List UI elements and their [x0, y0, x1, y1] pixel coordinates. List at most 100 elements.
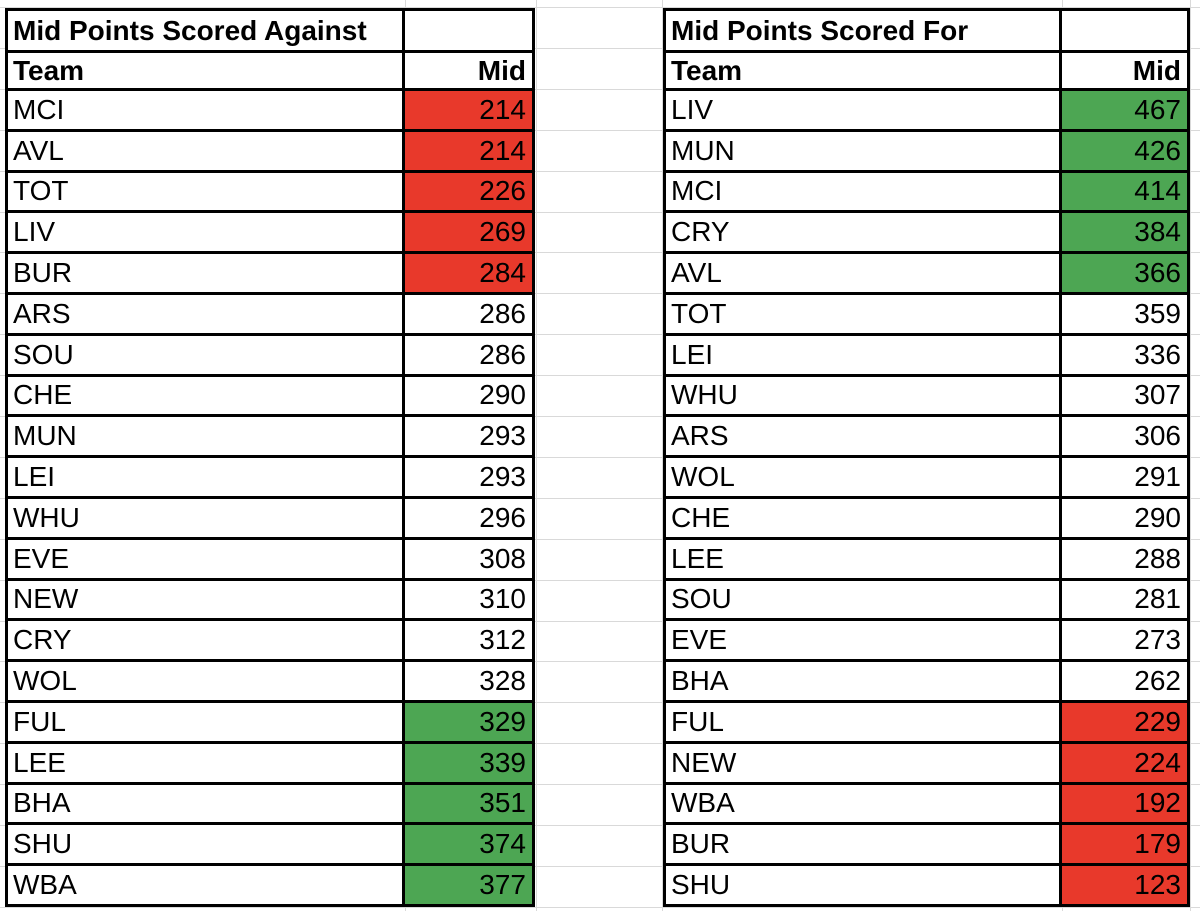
mid-value-cell[interactable]: 312: [405, 621, 535, 663]
mid-value-cell[interactable]: 290: [1062, 498, 1190, 540]
table-row: LEI 293: [8, 458, 535, 499]
team-cell[interactable]: WHU: [8, 498, 405, 540]
mid-value-cell[interactable]: 281: [1062, 580, 1190, 622]
team-cell[interactable]: LEI: [666, 335, 1062, 377]
team-cell[interactable]: SHU: [8, 825, 405, 867]
mid-value-cell[interactable]: 307: [1062, 376, 1190, 418]
mid-value-cell[interactable]: 226: [405, 172, 535, 214]
team-cell[interactable]: TOT: [666, 294, 1062, 336]
team-cell[interactable]: NEW: [666, 743, 1062, 785]
team-cell[interactable]: AVL: [666, 254, 1062, 295]
team-cell[interactable]: FUL: [8, 702, 405, 744]
mid-value-cell[interactable]: 214: [405, 131, 535, 173]
team-cell[interactable]: WOL: [8, 662, 405, 703]
mid-value-cell[interactable]: 284: [405, 254, 535, 295]
mid-value-cell[interactable]: 290: [405, 376, 535, 418]
team-cell[interactable]: LIV: [8, 213, 405, 255]
team-cell[interactable]: BUR: [8, 254, 405, 295]
mid-value-cell[interactable]: 273: [1062, 621, 1190, 663]
mid-value-cell[interactable]: 310: [405, 580, 535, 622]
gridline: [0, 825, 1200, 826]
team-cell[interactable]: ARS: [8, 294, 405, 336]
team-cell[interactable]: CHE: [666, 498, 1062, 540]
mid-value-cell[interactable]: 308: [405, 539, 535, 581]
team-cell[interactable]: ARS: [666, 417, 1062, 459]
team-cell[interactable]: LIV: [666, 91, 1062, 132]
team-cell[interactable]: WBA: [8, 866, 405, 907]
team-header-cell[interactable]: Team: [8, 53, 405, 91]
mid-value-cell[interactable]: 214: [405, 91, 535, 132]
mid-value-cell[interactable]: 467: [1062, 91, 1190, 132]
team-cell[interactable]: CHE: [8, 376, 405, 418]
team-cell[interactable]: FUL: [666, 702, 1062, 744]
team-cell[interactable]: NEW: [8, 580, 405, 622]
mid-value-cell[interactable]: 336: [1062, 335, 1190, 377]
mid-value-cell[interactable]: 224: [1062, 743, 1190, 785]
team-cell[interactable]: CRY: [666, 213, 1062, 255]
team-cell[interactable]: CRY: [8, 621, 405, 663]
mid-value-cell[interactable]: 351: [405, 784, 535, 826]
team-cell[interactable]: WHU: [666, 376, 1062, 418]
table-row: AVL 214: [8, 131, 535, 173]
mid-value-cell[interactable]: 192: [1062, 784, 1190, 826]
mid-value-cell[interactable]: 291: [1062, 458, 1190, 499]
mid-value-cell[interactable]: 269: [405, 213, 535, 255]
gridline: [0, 252, 1200, 254]
team-cell[interactable]: EVE: [8, 539, 405, 581]
team-cell[interactable]: MCI: [666, 172, 1062, 214]
table-row: CRY 384: [666, 213, 1190, 255]
mid-value-cell[interactable]: 288: [1062, 539, 1190, 581]
mid-value-cell[interactable]: 328: [405, 662, 535, 703]
team-cell[interactable]: SHU: [666, 866, 1062, 907]
team-cell[interactable]: BHA: [8, 784, 405, 826]
team-cell[interactable]: SOU: [8, 335, 405, 377]
team-cell[interactable]: WBA: [666, 784, 1062, 826]
mid-value-cell[interactable]: 426: [1062, 131, 1190, 173]
mid-value-cell[interactable]: 262: [1062, 662, 1190, 703]
team-cell[interactable]: WOL: [666, 458, 1062, 499]
mid-value-cell[interactable]: 374: [405, 825, 535, 867]
table-row: ARS 306: [666, 417, 1190, 459]
gridline: [0, 579, 1200, 581]
mid-value-cell[interactable]: 296: [405, 498, 535, 540]
mid-header-cell[interactable]: Mid: [405, 53, 535, 91]
mid-value-cell[interactable]: 293: [405, 458, 535, 499]
mid-value-cell[interactable]: 306: [1062, 417, 1190, 459]
mid-value-cell[interactable]: 366: [1062, 254, 1190, 295]
mid-value-cell[interactable]: 179: [1062, 825, 1190, 867]
team-header-cell[interactable]: Team: [666, 53, 1062, 91]
table-row: NEW 224: [666, 743, 1190, 785]
mid-value-cell[interactable]: 229: [1062, 702, 1190, 744]
gridline: [0, 784, 1200, 786]
gridline: [0, 47, 1200, 49]
mid-value-cell[interactable]: 293: [405, 417, 535, 459]
team-cell[interactable]: LEE: [8, 743, 405, 785]
team-cell[interactable]: EVE: [666, 621, 1062, 663]
mid-value-cell[interactable]: 414: [1062, 172, 1190, 214]
empty-cell[interactable]: [1062, 11, 1190, 53]
table-title-cell[interactable]: Mid Points Scored Against: [8, 11, 405, 53]
mid-value-cell[interactable]: 123: [1062, 866, 1190, 907]
team-cell[interactable]: MUN: [8, 417, 405, 459]
team-cell[interactable]: SOU: [666, 580, 1062, 622]
team-cell[interactable]: TOT: [8, 172, 405, 214]
team-cell[interactable]: BHA: [666, 662, 1062, 703]
mid-value-cell[interactable]: 339: [405, 743, 535, 785]
mid-value-cell[interactable]: 377: [405, 866, 535, 907]
team-cell[interactable]: BUR: [666, 825, 1062, 867]
empty-cell[interactable]: [405, 11, 535, 53]
mid-value-cell[interactable]: 329: [405, 702, 535, 744]
mid-value-cell[interactable]: 286: [405, 335, 535, 377]
mid-header-cell[interactable]: Mid: [1062, 53, 1190, 91]
table-title-cell[interactable]: Mid Points Scored For: [666, 11, 1062, 53]
team-cell[interactable]: LEE: [666, 539, 1062, 581]
mid-value-cell[interactable]: 286: [405, 294, 535, 336]
gridline: [1190, 0, 1191, 911]
mid-value-cell[interactable]: 359: [1062, 294, 1190, 336]
team-cell[interactable]: MUN: [666, 131, 1062, 173]
team-cell[interactable]: MCI: [8, 91, 405, 132]
team-cell[interactable]: AVL: [8, 131, 405, 173]
team-cell[interactable]: LEI: [8, 458, 405, 499]
mid-value-cell[interactable]: 384: [1062, 213, 1190, 255]
gridline: [0, 211, 1200, 213]
